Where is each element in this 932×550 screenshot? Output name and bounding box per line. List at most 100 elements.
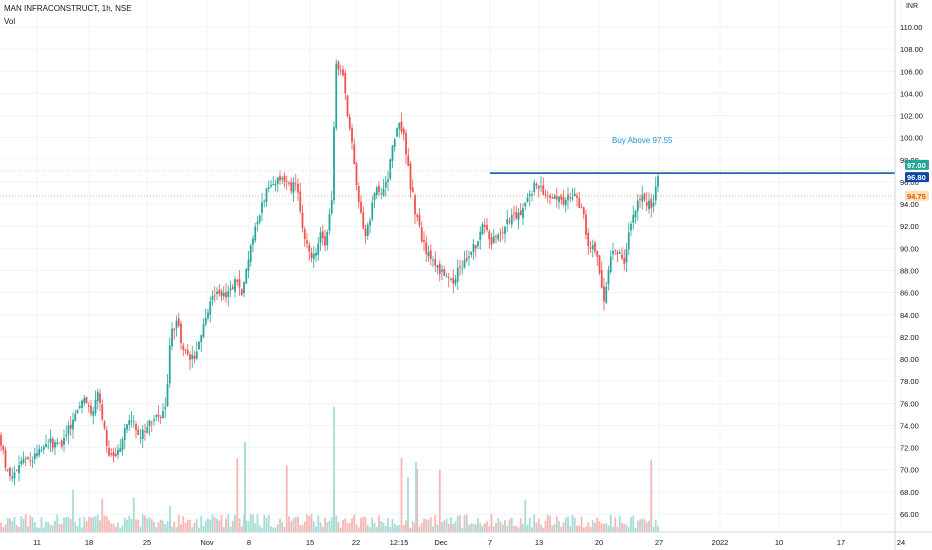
candle-body [360, 201, 362, 213]
candle-body [402, 128, 405, 134]
candle-body [218, 289, 221, 294]
volume-bar [29, 515, 32, 532]
volume-bar [326, 522, 329, 532]
volume-bar [486, 521, 488, 532]
buy-annotation[interactable]: Buy Above 97.55 [612, 136, 673, 145]
candle-body [274, 183, 277, 186]
volume-bar [240, 526, 243, 532]
candle-body [355, 163, 358, 186]
volume-bar [56, 514, 59, 532]
candle-body [81, 400, 83, 408]
x-tick-label: 7 [488, 538, 492, 547]
volume-bar [373, 522, 376, 532]
candle-body [337, 61, 340, 70]
time-axis[interactable]: 11 18 25 Nov 8 15 22 12:15 Dec 7 13 20 27 2022 10 17 24 [0, 531, 932, 547]
volume-bar [623, 523, 626, 532]
volume-bar [54, 520, 56, 532]
volume-bar [294, 517, 297, 532]
volume-bar [42, 527, 45, 532]
candle-body [65, 434, 68, 437]
candle-body [171, 328, 173, 347]
candle-body [396, 128, 398, 137]
volume-bar [436, 524, 439, 532]
volume-bar [227, 514, 230, 532]
candle-body [319, 232, 322, 243]
candle-body [20, 461, 23, 465]
volume-bar [632, 515, 635, 532]
candle-body [438, 263, 441, 275]
candle-body [130, 420, 133, 422]
candle-body [499, 232, 502, 234]
candle-body [517, 212, 520, 220]
candle-body [391, 145, 394, 162]
volume-bar [148, 517, 151, 532]
volume-bar [465, 514, 468, 532]
volume-bar [40, 517, 43, 532]
volume-bar [531, 527, 533, 532]
volume-bar [450, 517, 452, 532]
volume-bar [87, 516, 90, 532]
volume-bar [585, 526, 587, 532]
candle-body [297, 184, 299, 193]
candle-body [157, 414, 160, 417]
candle-body [139, 437, 142, 439]
volume-bar [441, 522, 443, 532]
candle-body [634, 210, 637, 218]
volume-bar [490, 514, 493, 532]
y-tick-label: 86.00 [900, 289, 919, 298]
candle-body [625, 249, 628, 263]
candle-body [636, 200, 639, 212]
candle-body [69, 424, 72, 429]
volume-bar [344, 518, 347, 532]
x-tick-label: 27 [655, 538, 663, 547]
candle-body [486, 224, 488, 230]
volume-bar [508, 519, 511, 532]
volume-bar [243, 515, 245, 532]
x-tick-label: 22 [352, 538, 360, 547]
volume-bar [555, 516, 558, 532]
volume-bar [510, 517, 513, 532]
volume-bar [222, 526, 225, 532]
volume-bar [6, 518, 9, 532]
candle-body [654, 186, 657, 201]
volume-bar [526, 524, 529, 532]
candle-body [31, 461, 34, 462]
candle-body [454, 279, 457, 284]
candle-body [29, 459, 32, 461]
candle-body [576, 195, 578, 198]
candle-body [103, 421, 106, 429]
volume-bar [211, 514, 214, 532]
volume-bar [648, 520, 650, 532]
volume-bar [65, 517, 68, 532]
candle-body [645, 202, 648, 207]
candle-body [54, 442, 56, 448]
candle-body [540, 186, 542, 187]
volume-bar [609, 514, 612, 532]
candle-body [603, 286, 605, 302]
candle-body [137, 429, 140, 435]
volume-bar [20, 516, 23, 532]
volume-bar [501, 524, 504, 532]
candle-body [310, 252, 313, 259]
volume-bar [522, 523, 524, 532]
candle-body [159, 417, 162, 419]
volume-bar [621, 522, 623, 532]
y-tick-label: 90.00 [900, 244, 919, 253]
y-tick-label: 66.00 [900, 510, 919, 519]
volume-bar [238, 518, 241, 532]
volume-bar [418, 526, 421, 532]
volume-bar [312, 521, 315, 532]
candle-body [153, 419, 155, 421]
volume-bar [283, 527, 286, 532]
y-tick-label: 76.00 [900, 399, 919, 408]
candle-body [648, 200, 650, 209]
candle-body [92, 411, 95, 416]
volume-bar [146, 518, 149, 532]
candle-body [510, 214, 513, 225]
price-axis[interactable]: 66.00 68.00 70.00 72.00 74.00 76.00 78.00 80.00… [894, 0, 929, 550]
volume-bar [409, 527, 412, 532]
candle-body [150, 421, 153, 423]
candle-body [283, 175, 286, 182]
volume-bar [112, 523, 115, 532]
